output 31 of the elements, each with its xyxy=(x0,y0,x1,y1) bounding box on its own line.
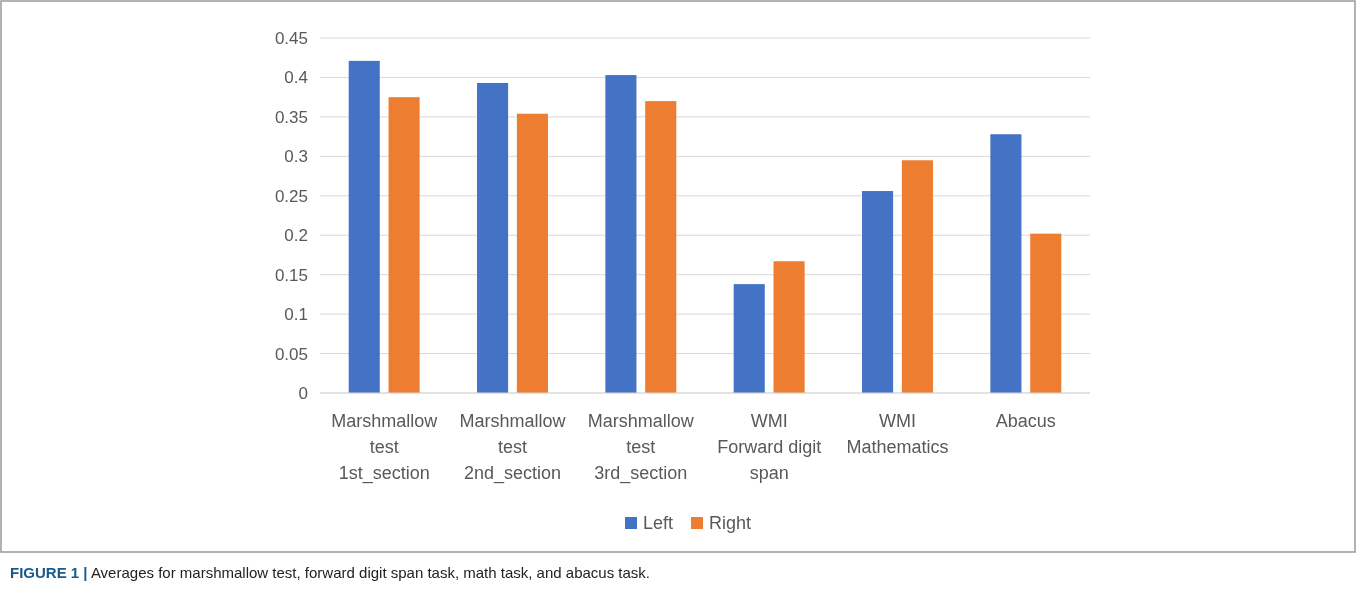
legend-label: Left xyxy=(643,513,674,533)
x-tick-label: Marshmallow test 2nd_section xyxy=(459,411,567,484)
y-tick-label: 0.1 xyxy=(284,305,308,325)
y-tick-label: 0.45 xyxy=(274,28,308,48)
x-tick-label: Marshmallow test 3rd_section xyxy=(587,411,695,484)
x-tick-label: Marshmallow test 1st_section xyxy=(331,411,439,484)
x-tick-label: Abacus xyxy=(995,411,1056,431)
y-tick-label: 0 xyxy=(298,383,308,403)
bar xyxy=(516,113,548,393)
y-tick-label: 0.05 xyxy=(274,344,308,364)
bar xyxy=(388,97,420,393)
bar xyxy=(773,261,805,393)
bar xyxy=(645,101,677,393)
bar xyxy=(1030,233,1062,393)
bar xyxy=(477,82,509,393)
bar xyxy=(990,134,1022,393)
y-tick-label: 0.2 xyxy=(284,226,308,246)
caption: FIGURE 1 | Averages for marshmallow test, forward digit span task, math task, and abacus task. xyxy=(10,564,651,581)
bar xyxy=(348,60,380,393)
x-tick-label: WMI Mathematics xyxy=(846,411,949,457)
bar xyxy=(862,191,894,393)
y-tick-label: 0.25 xyxy=(274,186,308,206)
y-tick-label: 0.3 xyxy=(284,147,308,167)
bar xyxy=(901,160,933,393)
y-tick-label: 0.15 xyxy=(274,265,308,285)
bar xyxy=(605,75,637,393)
y-tick-label: 0.4 xyxy=(284,68,308,88)
bar xyxy=(733,284,765,393)
legend-label: Right xyxy=(709,513,752,533)
x-tick-label: WMI Forward digit span xyxy=(717,411,822,483)
y-tick-label: 0.35 xyxy=(274,107,308,127)
